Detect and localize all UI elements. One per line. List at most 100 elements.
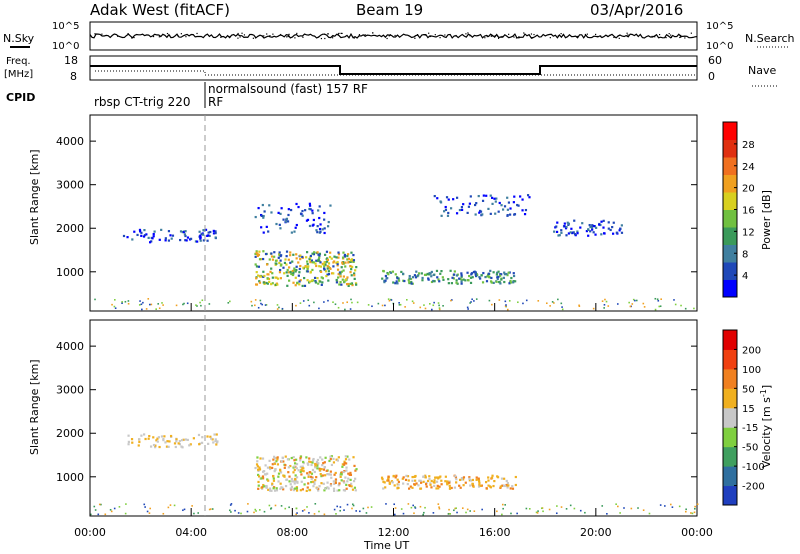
clutter-point bbox=[253, 511, 255, 514]
clutter-point bbox=[94, 298, 96, 301]
echo-point bbox=[206, 435, 209, 438]
echo-point bbox=[474, 273, 477, 276]
nsearch-point bbox=[465, 33, 467, 35]
echo-point bbox=[338, 271, 342, 274]
echo-point bbox=[324, 474, 327, 477]
echo-point bbox=[450, 486, 453, 490]
echo-point bbox=[285, 478, 289, 481]
echo-point bbox=[156, 440, 159, 443]
clutter-point bbox=[466, 508, 469, 511]
echo-point bbox=[407, 479, 410, 482]
clutter-point bbox=[385, 503, 387, 505]
echo-point bbox=[257, 473, 260, 477]
echo-point bbox=[316, 458, 320, 462]
echo-point bbox=[306, 260, 309, 263]
echo-point bbox=[255, 277, 258, 280]
echo-point bbox=[329, 455, 332, 458]
echo-point bbox=[341, 463, 344, 466]
echo-point bbox=[261, 457, 265, 460]
echo-point bbox=[350, 251, 353, 254]
echo-point bbox=[349, 260, 352, 263]
echo-point bbox=[447, 282, 450, 285]
clutter-point bbox=[270, 508, 272, 510]
echo-point bbox=[512, 201, 515, 204]
echo-point bbox=[148, 434, 151, 438]
echo-point bbox=[290, 480, 294, 483]
clutter-point bbox=[296, 512, 298, 514]
echo-point bbox=[328, 473, 331, 476]
echo-point bbox=[179, 238, 182, 242]
nsearch-point bbox=[490, 35, 492, 37]
echo-point bbox=[410, 281, 413, 284]
nsearch-point bbox=[127, 33, 129, 35]
echo-point bbox=[589, 230, 592, 233]
echo-point bbox=[453, 486, 457, 489]
echo-point bbox=[335, 281, 339, 284]
echo-point bbox=[292, 487, 295, 491]
echo-point bbox=[315, 229, 318, 232]
echo-point bbox=[280, 263, 283, 266]
echo-point bbox=[257, 274, 260, 277]
echo-point bbox=[308, 224, 312, 228]
colorbar-tick-label: 200 bbox=[742, 345, 761, 356]
clutter-point bbox=[365, 512, 368, 514]
power-colorbar-label: Power [dB] bbox=[760, 190, 773, 250]
echo-point bbox=[514, 475, 517, 479]
echo-point bbox=[262, 470, 265, 473]
colorbar-tick-label: -200 bbox=[742, 482, 765, 493]
echo-point bbox=[344, 278, 348, 281]
clutter-point bbox=[336, 505, 339, 508]
echo-point bbox=[316, 464, 319, 467]
echo-point bbox=[455, 279, 458, 282]
clutter-point bbox=[124, 300, 127, 303]
echo-point bbox=[271, 258, 275, 261]
echo-point bbox=[353, 486, 357, 489]
nsearch-point bbox=[394, 34, 396, 37]
echo-point bbox=[482, 271, 485, 275]
colorbar-swatch bbox=[723, 174, 737, 193]
echo-point bbox=[433, 484, 436, 487]
echo-point bbox=[600, 233, 603, 236]
echo-point bbox=[566, 221, 569, 224]
clutter-point bbox=[161, 302, 163, 304]
echo-point bbox=[340, 479, 343, 482]
echo-point bbox=[505, 479, 508, 483]
clutter-point bbox=[263, 510, 266, 513]
echo-point bbox=[292, 281, 295, 284]
clutter-point bbox=[565, 508, 568, 510]
clutter-point bbox=[148, 303, 151, 306]
clutter-point bbox=[498, 299, 501, 301]
clutter-point bbox=[629, 305, 632, 308]
echo-point bbox=[323, 261, 326, 264]
clutter-point bbox=[437, 503, 440, 505]
echo-point bbox=[152, 436, 155, 439]
clutter-point bbox=[501, 513, 503, 516]
echo-point bbox=[349, 478, 352, 481]
echo-point bbox=[450, 282, 454, 285]
clutter-point bbox=[628, 301, 630, 304]
clutter-point bbox=[352, 504, 355, 507]
echo-point bbox=[352, 259, 356, 262]
echo-point bbox=[464, 481, 467, 484]
echo-point bbox=[127, 440, 130, 444]
echo-point bbox=[555, 230, 559, 234]
echo-point bbox=[468, 274, 471, 278]
echo-point bbox=[460, 274, 463, 277]
echo-point bbox=[507, 201, 511, 204]
echo-point bbox=[487, 275, 491, 278]
echo-point bbox=[414, 276, 418, 279]
time-x-axis: 00:00 04:00 08:00 12:00 16:00 20:00 00:00 bbox=[74, 303, 713, 539]
echo-point bbox=[436, 476, 439, 479]
colorbar-tick-label: 50 bbox=[742, 384, 755, 395]
clutter-point bbox=[113, 507, 116, 510]
echo-point bbox=[184, 239, 187, 242]
nsearch-point bbox=[484, 37, 486, 39]
echo-point bbox=[425, 273, 428, 276]
echo-point bbox=[340, 266, 343, 269]
echo-point bbox=[475, 478, 478, 481]
echo-point bbox=[327, 220, 330, 224]
echo-point bbox=[496, 276, 499, 279]
clutter-point bbox=[333, 508, 336, 511]
echo-point bbox=[151, 237, 154, 240]
